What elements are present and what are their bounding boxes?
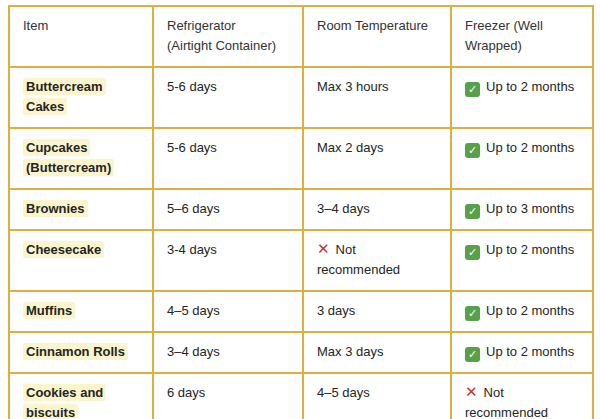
- room-cell: Max 2 days: [303, 128, 451, 189]
- refrigerator-cell: 3-4 days: [153, 230, 303, 291]
- freezer-cell: ✓ Up to 2 months: [451, 332, 593, 373]
- item-name-highlighted: Buttercream Cakes: [23, 78, 106, 115]
- column-header: Refrigerator (Airtight Container): [153, 6, 303, 67]
- item-name-highlighted: Cupcakes (Buttercream): [23, 139, 114, 176]
- cell-text: Up to 2 months: [486, 242, 574, 257]
- item-name-highlighted: Brownies: [23, 200, 88, 217]
- room-cell: 3–4 days: [303, 189, 451, 230]
- item-name-highlighted: Cinnamon Rolls: [23, 343, 128, 360]
- column-header: Item: [9, 6, 153, 67]
- table-body: Buttercream Cakes 5-6 days Max 3 hours ✓ Up …: [9, 67, 593, 419]
- refrigerator-cell: 3–4 days: [153, 332, 303, 373]
- column-header: Freezer (Well Wrapped): [451, 6, 593, 67]
- cell-text: Up to 3 months: [486, 201, 574, 216]
- refrigerator-cell: 5–6 days: [153, 189, 303, 230]
- table-row: Cookies and biscuits 6 days 4–5 days ✕Not r…: [9, 373, 593, 419]
- cell-text: Up to 2 months: [486, 79, 574, 94]
- cell-text: 4–5 days: [317, 385, 370, 400]
- freezer-cell: ✓ Up to 2 months: [451, 128, 593, 189]
- room-cell: 3 days: [303, 291, 451, 332]
- item-name-highlighted: Cheesecake: [23, 241, 104, 258]
- table-header: ItemRefrigerator (Airtight Container)Roo…: [9, 6, 593, 67]
- item-name-highlighted: Cookies and biscuits: [23, 384, 106, 419]
- header-row: ItemRefrigerator (Airtight Container)Roo…: [9, 6, 593, 67]
- room-cell: ✕Not recommended: [303, 230, 451, 291]
- freezer-cell: ✓ Up to 2 months: [451, 230, 593, 291]
- table-row: Cupcakes (Buttercream) 5-6 days Max 2 days…: [9, 128, 593, 189]
- check-icon: ✓: [465, 306, 480, 321]
- item-cell: Cookies and biscuits: [9, 373, 153, 419]
- freezer-cell: ✓ Up to 2 months: [451, 291, 593, 332]
- table-row: Muffins 4–5 days 3 days ✓ Up to 2 months: [9, 291, 593, 332]
- cell-text: 3-4 days: [167, 242, 217, 257]
- food-storage-table: ItemRefrigerator (Airtight Container)Roo…: [8, 5, 594, 419]
- cell-text: Up to 2 months: [486, 140, 574, 155]
- check-icon: ✓: [465, 143, 480, 158]
- table-row: Brownies 5–6 days 3–4 days ✓ Up to 3 months: [9, 189, 593, 230]
- cell-text: Up to 2 months: [486, 344, 574, 359]
- freezer-cell: ✓ Up to 2 months: [451, 67, 593, 128]
- room-cell: Max 3 hours: [303, 67, 451, 128]
- check-icon: ✓: [465, 204, 480, 219]
- table-row: Buttercream Cakes 5-6 days Max 3 hours ✓ Up …: [9, 67, 593, 128]
- x-icon: ✕: [465, 384, 478, 399]
- column-header: Room Temperature: [303, 6, 451, 67]
- check-icon: ✓: [465, 245, 480, 260]
- freezer-cell: ✕Not recommended: [451, 373, 593, 419]
- item-cell: Muffins: [9, 291, 153, 332]
- room-cell: 4–5 days: [303, 373, 451, 419]
- cell-text: 3 days: [317, 303, 355, 318]
- refrigerator-cell: 5-6 days: [153, 128, 303, 189]
- check-icon: ✓: [465, 82, 480, 97]
- table-row: Cinnamon Rolls 3–4 days Max 3 days ✓ Up to 2…: [9, 332, 593, 373]
- cell-text: Max 2 days: [317, 140, 383, 155]
- item-cell: Buttercream Cakes: [9, 67, 153, 128]
- room-cell: Max 3 days: [303, 332, 451, 373]
- freezer-cell: ✓ Up to 3 months: [451, 189, 593, 230]
- item-cell: Cheesecake: [9, 230, 153, 291]
- page: ItemRefrigerator (Airtight Container)Roo…: [0, 0, 600, 419]
- cell-text: 3–4 days: [317, 201, 370, 216]
- table-row: Cheesecake 3-4 days ✕Not recommended ✓ Up to…: [9, 230, 593, 291]
- refrigerator-cell: 5-6 days: [153, 67, 303, 128]
- cell-text: 5-6 days: [167, 79, 217, 94]
- cell-text: Max 3 hours: [317, 79, 389, 94]
- cell-text: 5–6 days: [167, 201, 220, 216]
- item-cell: Cinnamon Rolls: [9, 332, 153, 373]
- cell-text: 4–5 days: [167, 303, 220, 318]
- item-cell: Cupcakes (Buttercream): [9, 128, 153, 189]
- check-icon: ✓: [465, 347, 480, 362]
- refrigerator-cell: 4–5 days: [153, 291, 303, 332]
- cell-text: 6 days: [167, 385, 205, 400]
- item-name-highlighted: Muffins: [23, 302, 75, 319]
- refrigerator-cell: 6 days: [153, 373, 303, 419]
- cell-text: 5-6 days: [167, 140, 217, 155]
- cell-text: 3–4 days: [167, 344, 220, 359]
- cell-text: Max 3 days: [317, 344, 383, 359]
- x-icon: ✕: [317, 241, 330, 256]
- cell-text: Up to 2 months: [486, 303, 574, 318]
- item-cell: Brownies: [9, 189, 153, 230]
